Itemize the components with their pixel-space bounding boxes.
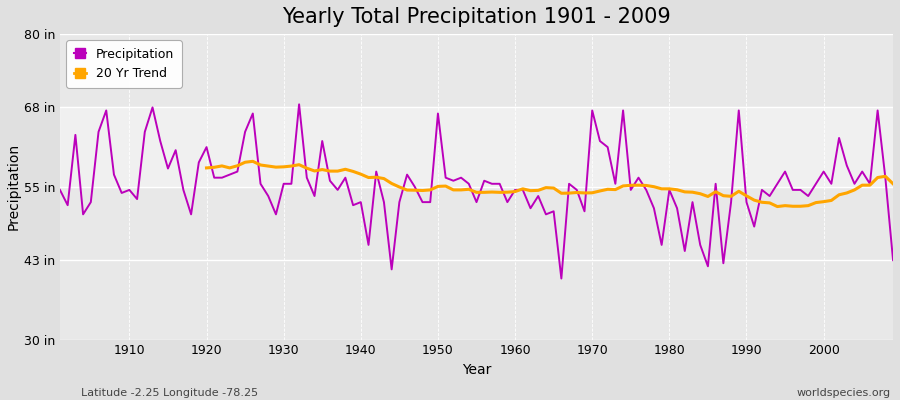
Legend: Precipitation, 20 Yr Trend: Precipitation, 20 Yr Trend [67, 40, 182, 88]
Text: Latitude -2.25 Longitude -78.25: Latitude -2.25 Longitude -78.25 [81, 388, 258, 398]
Text: worldspecies.org: worldspecies.org [796, 388, 891, 398]
Title: Yearly Total Precipitation 1901 - 2009: Yearly Total Precipitation 1901 - 2009 [282, 7, 670, 27]
Bar [60, 107, 893, 187]
Y-axis label: Precipitation: Precipitation [7, 143, 21, 230]
X-axis label: Year: Year [462, 363, 491, 377]
